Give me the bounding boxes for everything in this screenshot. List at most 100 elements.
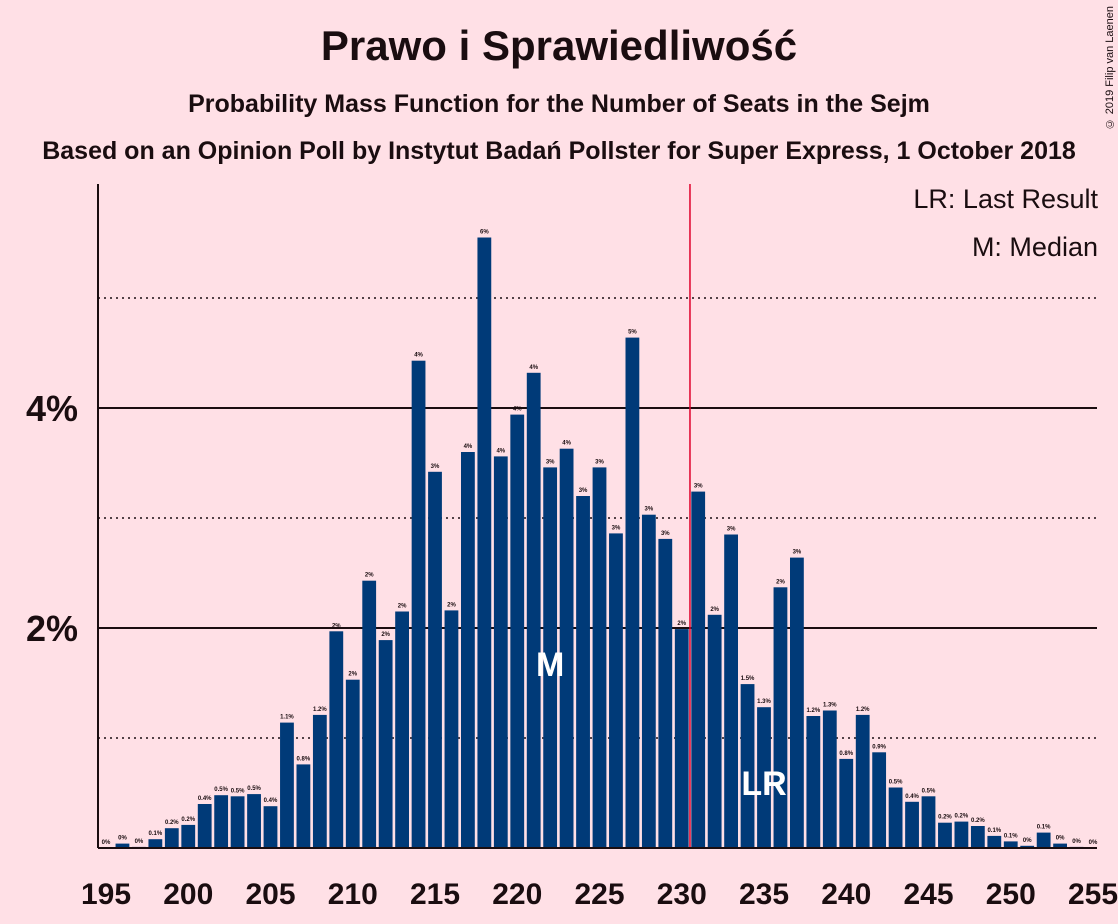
bar-seat-203 [230, 796, 245, 848]
x-tick-label: 240 [821, 878, 871, 911]
legend-median: M: Median [971, 232, 1098, 262]
data-label-seat-213: 2% [398, 604, 407, 610]
data-label-seat-212: 2% [381, 632, 390, 638]
data-label-seat-247: 0.2% [955, 814, 969, 820]
bar-seat-201 [197, 804, 212, 848]
data-label-seat-252: 0.1% [1037, 825, 1051, 831]
bars [115, 237, 1084, 848]
data-label-seat-195: 0% [102, 840, 111, 846]
data-label-seat-233: 3% [727, 527, 736, 533]
bar-seat-209 [329, 631, 344, 848]
bar-seat-231 [691, 491, 706, 848]
data-label-seat-255: 0% [1089, 840, 1098, 846]
data-label-seat-254: 0% [1072, 839, 1081, 845]
y-tick-label: 2% [26, 608, 78, 649]
bar-seat-212 [378, 640, 393, 848]
data-label-seat-236: 2% [776, 579, 785, 585]
bar-seat-205 [263, 806, 278, 848]
data-label-seat-203: 0.5% [231, 788, 245, 794]
bar-seat-222 [543, 467, 558, 848]
data-label-seat-216: 2% [447, 602, 456, 608]
bar-seat-204 [247, 794, 261, 848]
data-label-seat-215: 3% [431, 464, 440, 470]
bar-seat-221 [526, 372, 541, 848]
data-label-seat-206: 1.1% [280, 715, 294, 721]
data-label-seat-197: 0% [135, 839, 144, 845]
bar-seat-241 [855, 714, 870, 848]
bar-seat-245 [921, 796, 936, 848]
bar-seat-224 [576, 496, 590, 848]
x-tick-label: 250 [986, 878, 1036, 911]
data-label-seat-205: 0.4% [264, 798, 278, 804]
data-label-seat-246: 0.2% [938, 815, 952, 821]
x-tick-label: 215 [410, 878, 460, 911]
bar-seat-199 [164, 828, 179, 848]
bar-seat-232 [707, 614, 722, 848]
data-label-seat-214: 4% [414, 353, 423, 359]
bar-seat-239 [822, 710, 837, 848]
poll-source: Based on an Opinion Poll by Instytut Bad… [42, 137, 1076, 165]
bar-seat-206 [280, 722, 294, 848]
data-label-seat-201: 0.4% [198, 796, 212, 802]
bar-seat-238 [806, 716, 821, 848]
data-label-seat-234: 1.5% [741, 676, 755, 682]
bar-seat-226 [609, 533, 623, 848]
data-label-seat-204: 0.5% [247, 786, 261, 792]
bar-seat-223 [559, 448, 574, 848]
data-label-seat-198: 0.1% [149, 831, 163, 837]
data-label-seat-250: 0.1% [1004, 833, 1018, 839]
y-tick-label: 4% [26, 388, 78, 429]
bar-seat-207 [296, 764, 311, 848]
x-tick-label: 245 [903, 878, 953, 911]
bar-seat-244 [905, 801, 919, 848]
data-label-seat-223: 4% [562, 441, 571, 447]
bar-seat-208 [312, 714, 327, 848]
bar-seat-225 [592, 467, 607, 848]
data-label-seat-220: 4% [513, 407, 522, 413]
legend-last-result: LR: Last Result [913, 184, 1098, 214]
bar-seat-240 [839, 758, 854, 848]
bar-seat-251 [1020, 845, 1035, 848]
x-tick-label: 230 [657, 878, 707, 911]
data-label-seat-228: 3% [645, 507, 654, 513]
x-tick-label: 205 [245, 878, 295, 911]
data-label-seat-244: 0.4% [905, 794, 919, 800]
last-result-marker: LR [741, 765, 786, 803]
markers: M LR [536, 646, 787, 803]
bar-seat-229 [658, 538, 673, 848]
bar-seat-252 [1036, 832, 1051, 848]
bar-seat-230 [674, 629, 689, 848]
data-label-seat-230: 2% [677, 621, 686, 627]
data-label-seat-239: 1.3% [823, 703, 837, 709]
data-label-seat-210: 2% [348, 672, 357, 678]
data-label-seat-200: 0.2% [181, 817, 195, 823]
bar-seat-233 [724, 534, 738, 848]
bar-seat-202 [214, 795, 229, 848]
bar-seat-227 [625, 337, 640, 848]
x-tick-label: 235 [739, 878, 789, 911]
axes: 2% 4% 195 200 205 210 215 220 225 230 235 240 245 250… [26, 184, 1118, 911]
bar-seat-236 [773, 587, 788, 848]
data-label-seat-240: 0.8% [839, 751, 853, 757]
bar-seat-217 [461, 452, 475, 848]
bar-seat-247 [954, 821, 969, 848]
data-label-seat-196: 0% [118, 836, 127, 842]
data-label-seat-218: 6% [480, 230, 489, 236]
data-label-seat-249: 0.1% [987, 828, 1001, 834]
bar-seat-218 [477, 237, 492, 848]
x-tick-label: 195 [81, 878, 131, 911]
median-marker: M [536, 646, 564, 684]
bar-seat-248 [970, 826, 985, 848]
data-label-seat-226: 3% [612, 525, 621, 531]
data-label-seat-224: 3% [579, 488, 588, 494]
data-label-seat-209: 2% [332, 623, 341, 629]
x-tick-label: 200 [163, 878, 213, 911]
data-label-seat-225: 3% [595, 459, 604, 465]
data-label-seat-242: 0.9% [872, 744, 886, 750]
data-label-seat-221: 4% [529, 365, 538, 371]
bar-seat-196 [115, 843, 130, 848]
bar-seat-214 [411, 360, 426, 848]
data-label-seat-243: 0.5% [889, 780, 903, 786]
data-label-seat-245: 0.5% [922, 788, 936, 794]
bar-seat-235 [757, 707, 771, 848]
